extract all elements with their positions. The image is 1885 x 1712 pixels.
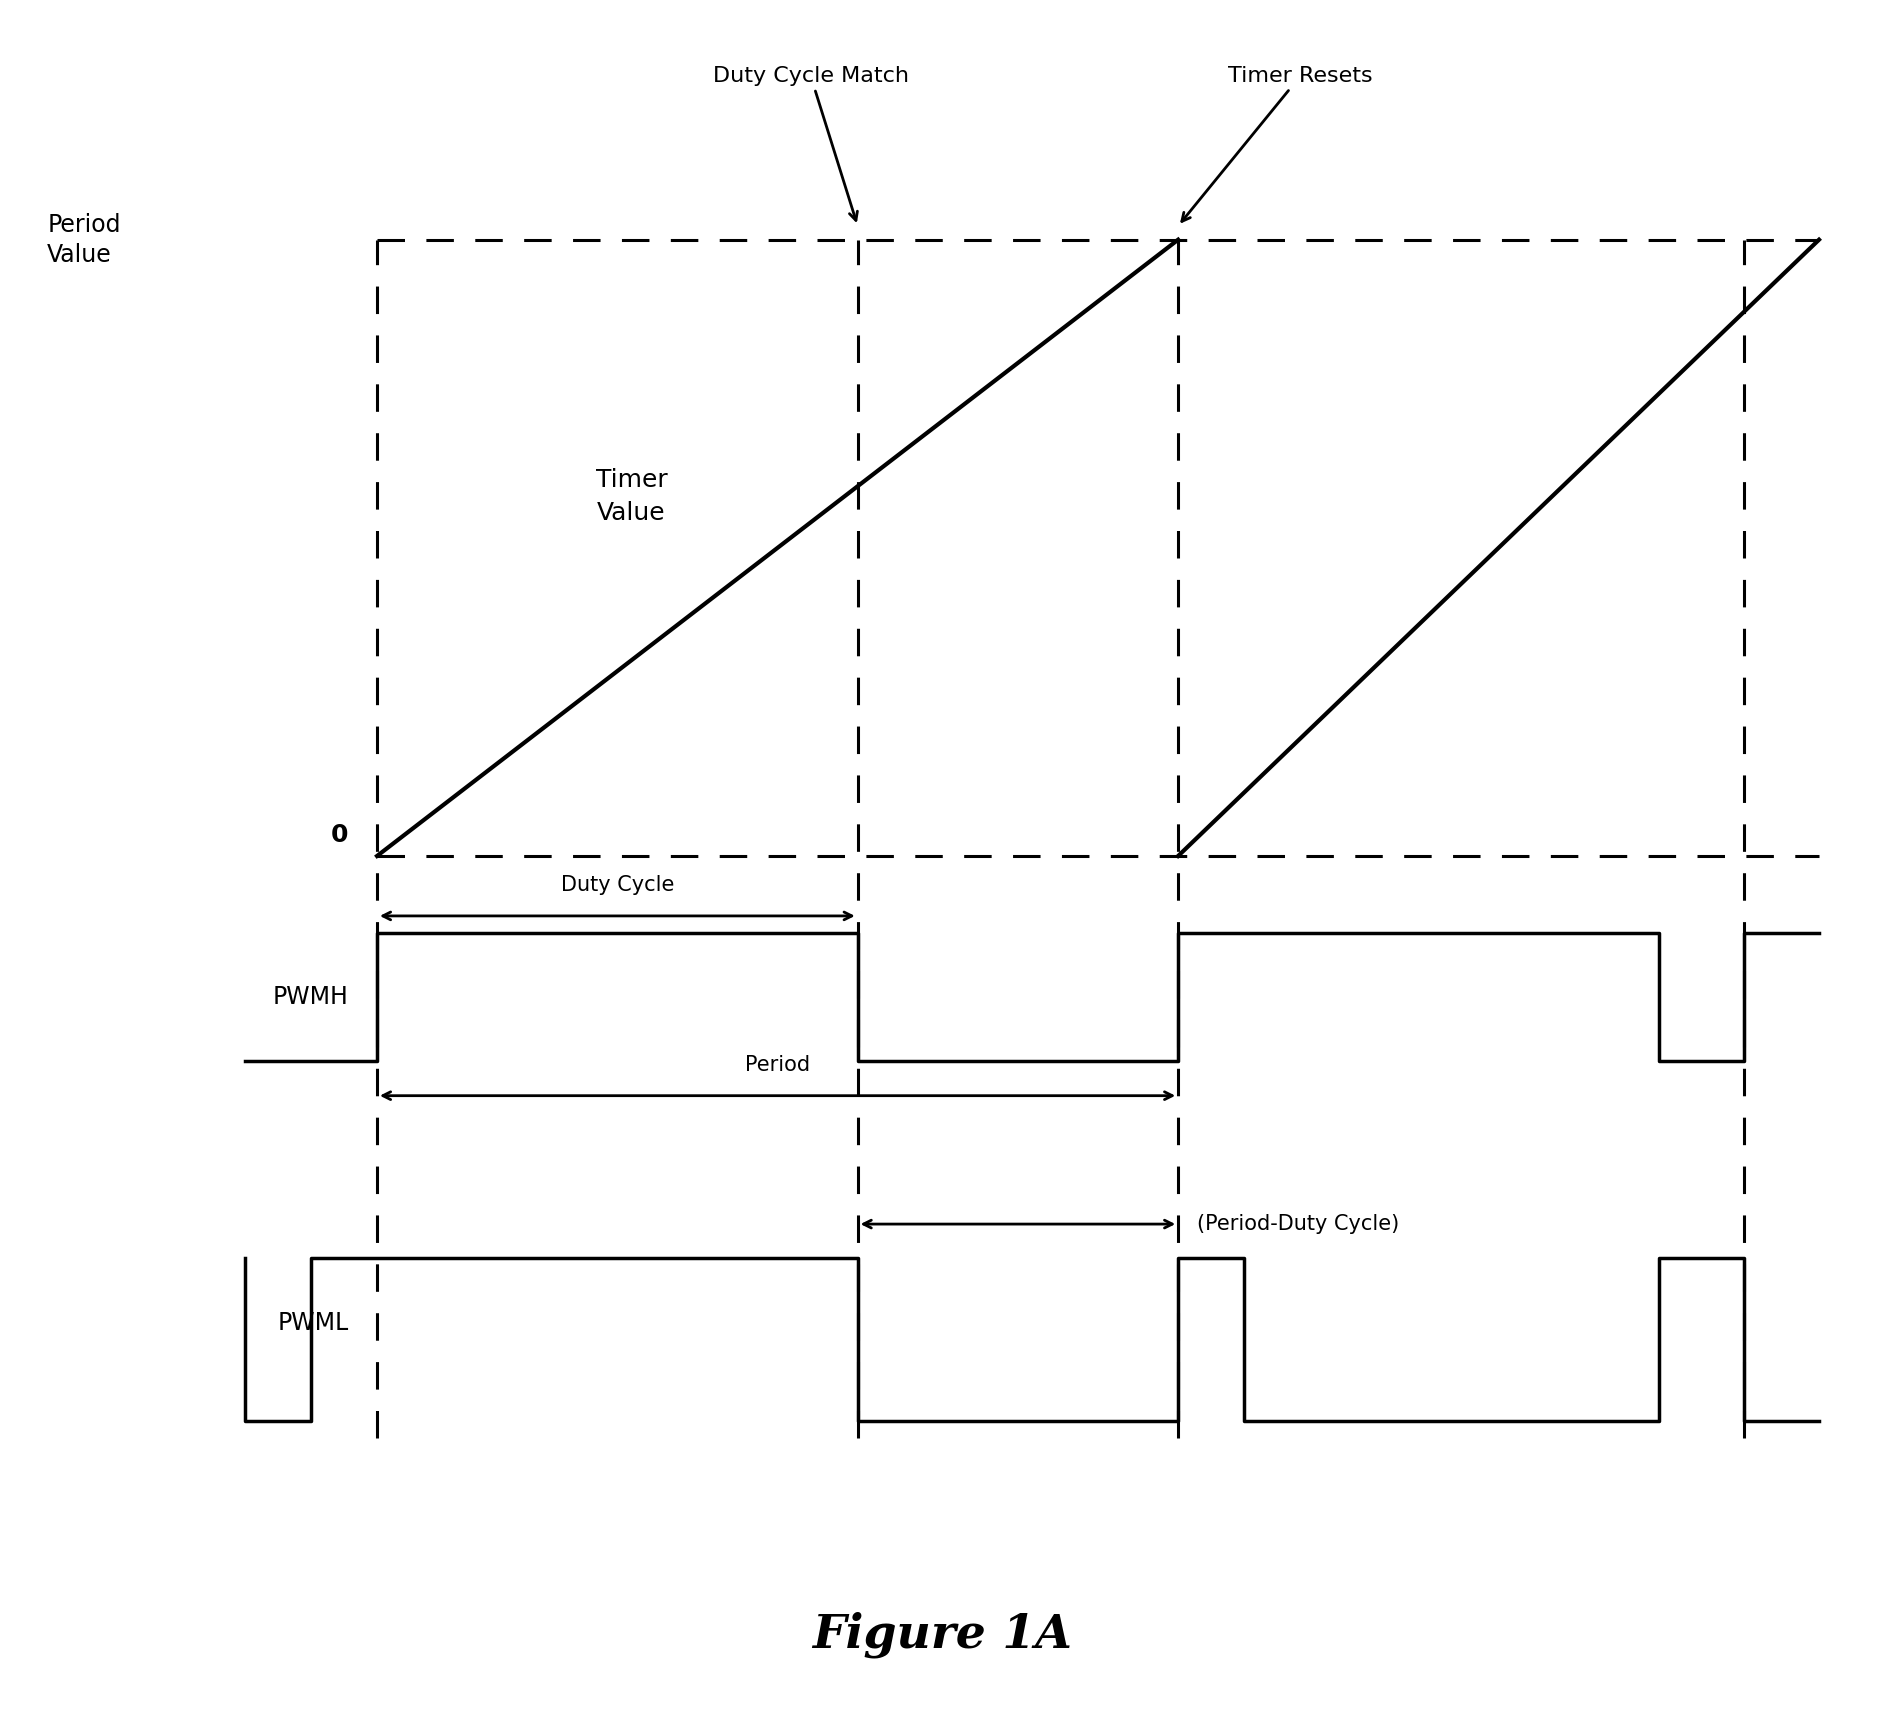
Text: Timer Resets: Timer Resets	[1182, 65, 1372, 221]
Text: 0: 0	[332, 823, 349, 847]
Text: PWML: PWML	[277, 1310, 349, 1335]
Text: Period
Value: Period Value	[47, 212, 121, 267]
Text: PWMH: PWMH	[273, 984, 349, 1010]
Text: Duty Cycle: Duty Cycle	[560, 875, 675, 895]
Text: Figure 1A: Figure 1A	[812, 1611, 1073, 1659]
Text: Duty Cycle Match: Duty Cycle Match	[713, 65, 909, 221]
Text: (Period-Duty Cycle): (Period-Duty Cycle)	[1197, 1214, 1399, 1234]
Text: Period: Period	[745, 1055, 811, 1075]
Text: Timer
Value: Timer Value	[596, 467, 667, 526]
